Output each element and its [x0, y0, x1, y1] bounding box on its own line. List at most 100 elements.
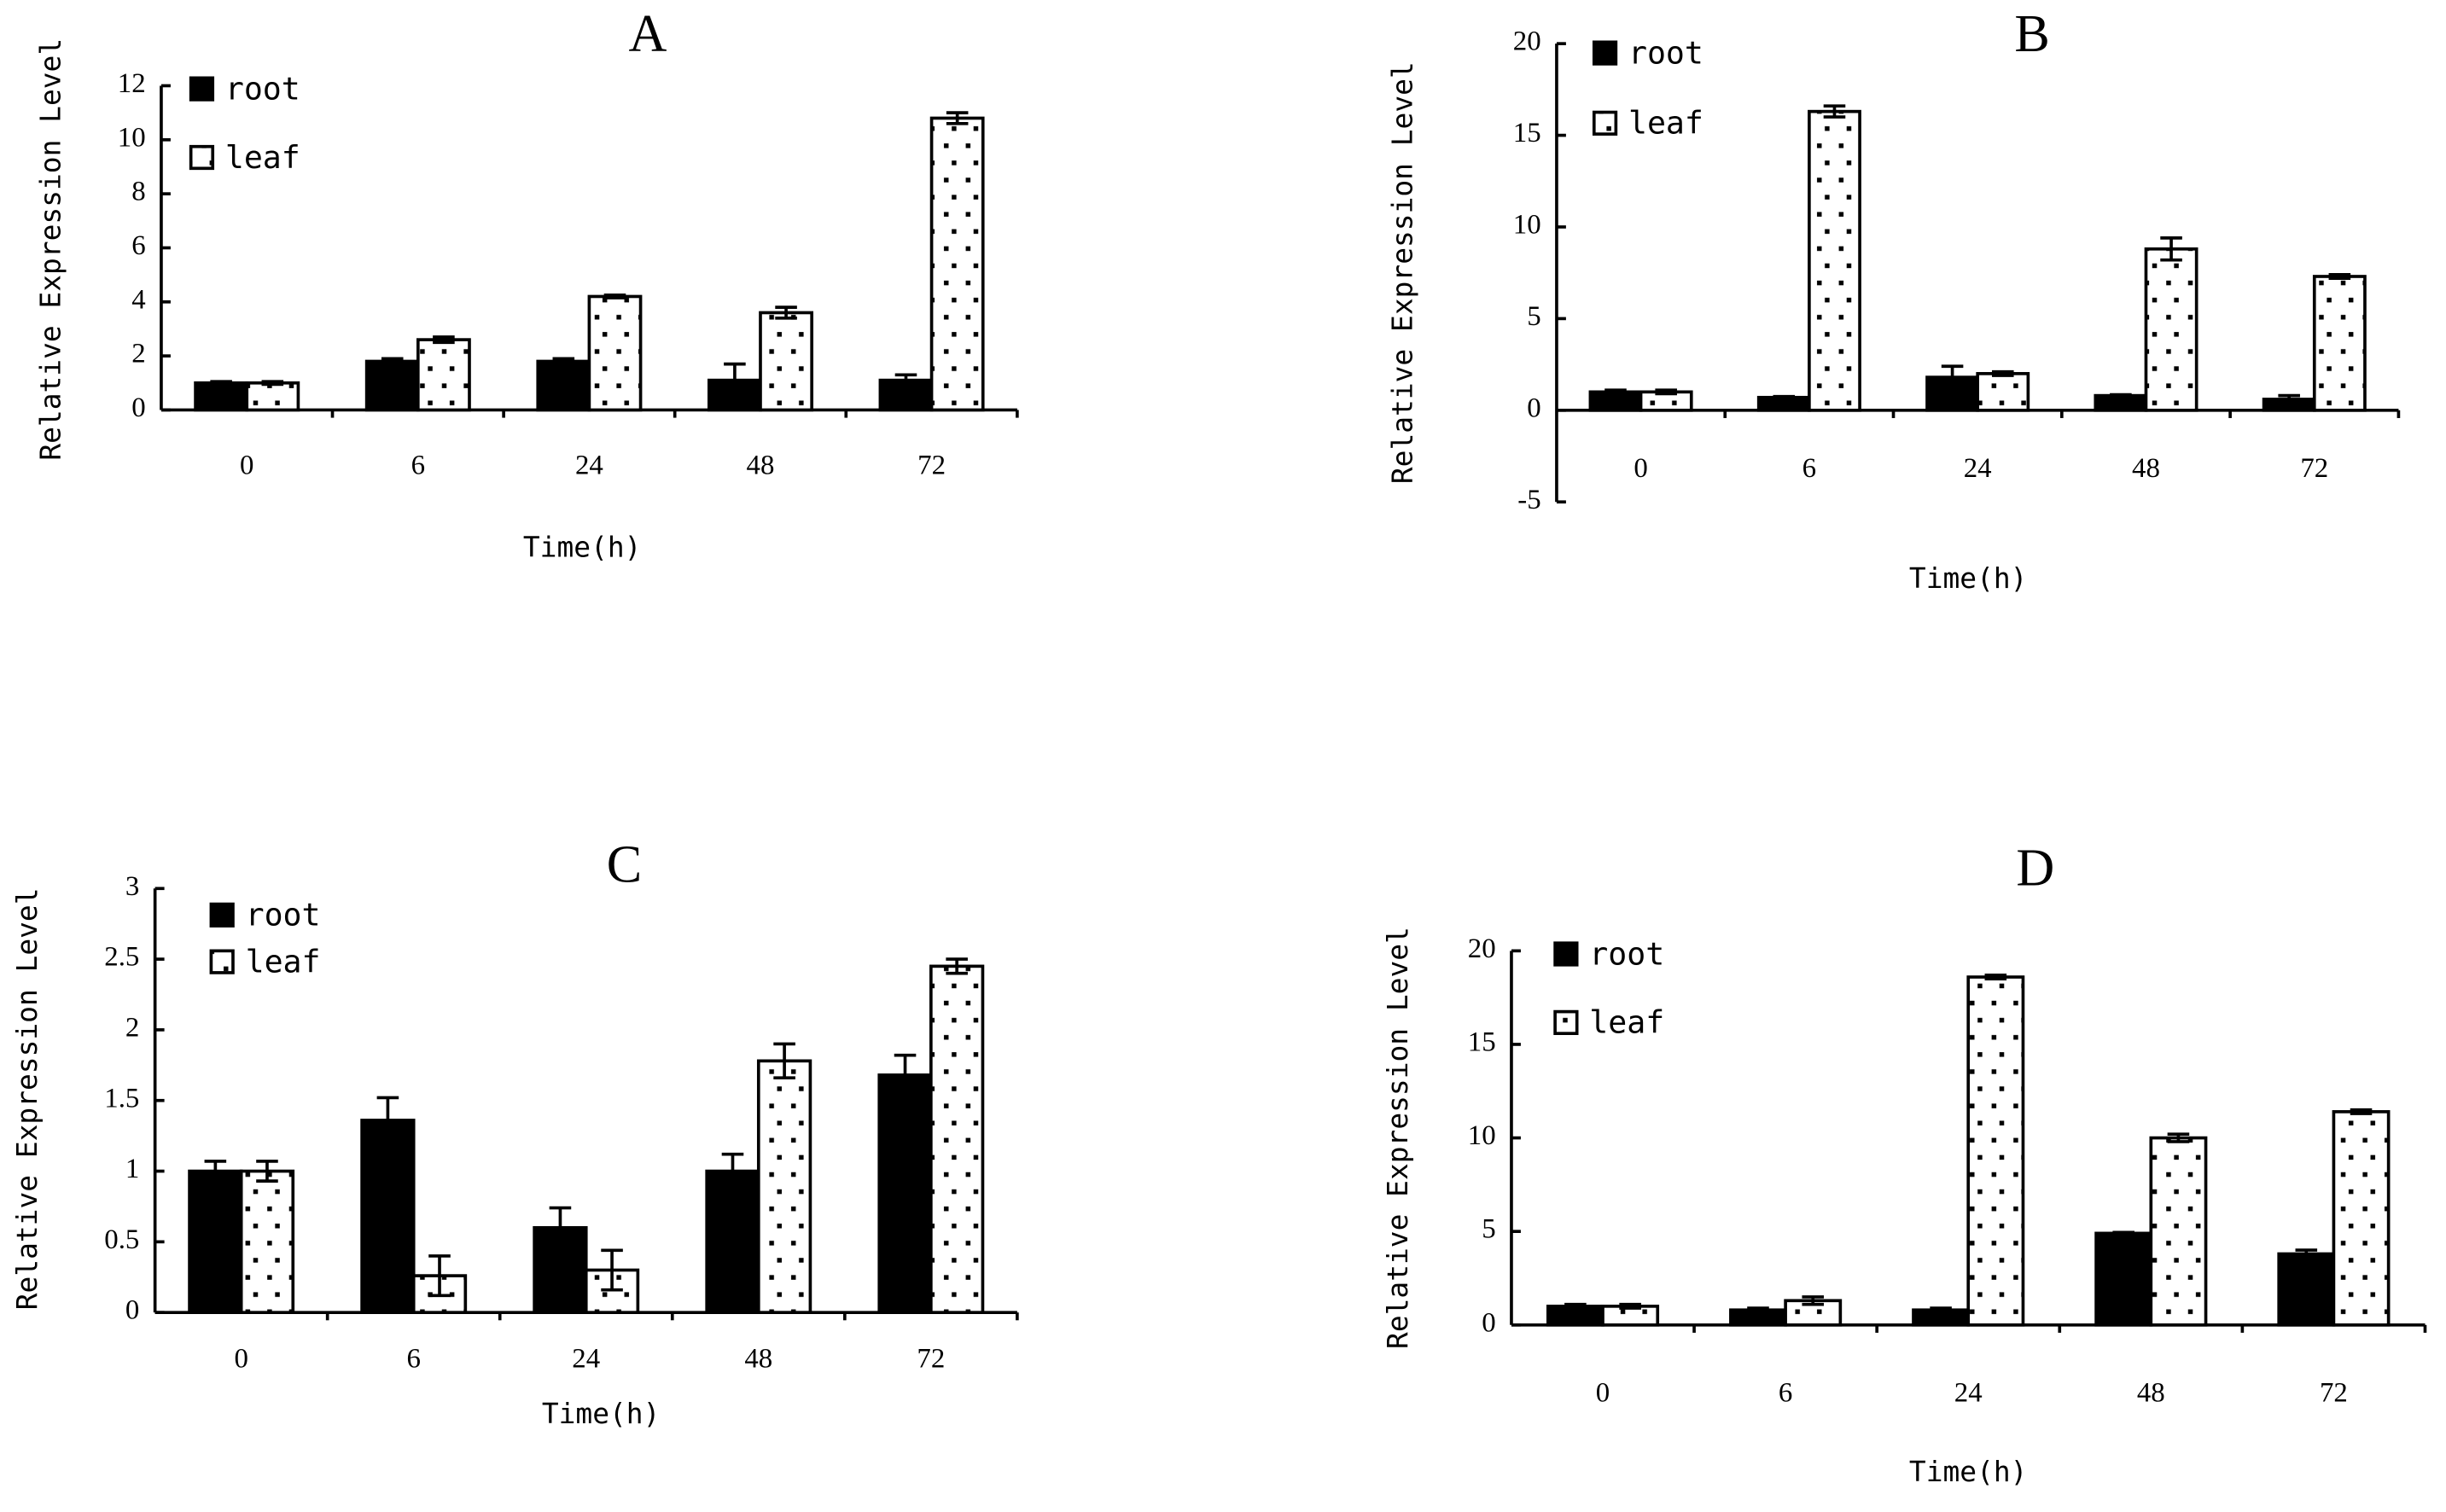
- y-tick-label: 15: [1468, 1027, 1496, 1058]
- bar: [416, 338, 471, 412]
- y-tick-label: 2.5: [104, 942, 139, 973]
- chart-title: A: [628, 5, 667, 63]
- error-bar: [261, 380, 284, 387]
- legend-marker: [1553, 941, 1579, 967]
- x-axis-label: Time(h): [523, 531, 642, 564]
- y-tick-label: 1: [125, 1154, 139, 1184]
- error-bar: [894, 373, 917, 387]
- bar: [929, 116, 985, 412]
- bar: [2277, 1252, 2336, 1327]
- error-bar: [603, 294, 626, 299]
- legend-marker: [1592, 40, 1618, 66]
- y-tick-label: 15: [1513, 118, 1541, 148]
- error-bar: [601, 1248, 623, 1292]
- y-tick-label: 6: [131, 230, 145, 261]
- bar: [1976, 372, 2030, 412]
- x-tick-label: 0: [240, 451, 253, 481]
- x-tick-label: 24: [572, 1343, 600, 1374]
- bar: [239, 1169, 295, 1314]
- x-axis-label: Time(h): [1909, 561, 2028, 595]
- bar: [2149, 1136, 2208, 1327]
- legend-marker: [189, 144, 215, 171]
- error-bar: [376, 1096, 399, 1145]
- x-tick-label: 6: [1779, 1378, 1792, 1409]
- y-tick-label: 0.5: [104, 1224, 139, 1255]
- error-bar: [775, 305, 797, 320]
- bar: [587, 294, 643, 412]
- error-bar: [549, 1206, 572, 1249]
- error-bar: [1930, 1306, 1952, 1314]
- bar: [1808, 109, 1861, 412]
- bar: [194, 381, 249, 412]
- bar: [929, 964, 985, 1314]
- error-bar: [381, 357, 404, 366]
- error-bar: [428, 1254, 451, 1298]
- y-tick-label: 0: [1482, 1307, 1495, 1338]
- error-bar: [1619, 1302, 1641, 1310]
- bar: [360, 1119, 416, 1314]
- y-tick-label: 3: [125, 871, 139, 902]
- x-tick-label: 6: [1802, 453, 1816, 484]
- error-bar: [2278, 393, 2300, 405]
- bar: [1966, 975, 2025, 1327]
- error-bar: [2110, 393, 2132, 398]
- x-tick-label: 48: [744, 1343, 772, 1374]
- error-bar: [1802, 1295, 1825, 1306]
- error-bar: [1941, 364, 1964, 390]
- legend-label: leaf: [1628, 105, 1703, 142]
- y-tick-label: 10: [1468, 1120, 1496, 1151]
- error-bar: [1655, 388, 1677, 396]
- x-axis-label: Time(h): [1909, 1455, 2028, 1488]
- x-tick-label: 24: [575, 451, 603, 481]
- y-tick-label: 5: [1527, 301, 1540, 332]
- chart-title: C: [607, 836, 642, 894]
- y-tick-label: 10: [118, 122, 146, 153]
- y-tick-label: 20: [1513, 26, 1541, 57]
- legend-label: root: [225, 70, 300, 107]
- error-bar: [1747, 1306, 1769, 1314]
- y-tick-label: 4: [131, 284, 145, 315]
- bar: [705, 1169, 760, 1314]
- y-axis-label: Relative Expression Level: [1381, 927, 1414, 1349]
- error-bar: [894, 1053, 917, 1096]
- y-tick-label: 2: [131, 339, 145, 369]
- legend-marker: [1553, 1009, 1579, 1035]
- legend-label: root: [246, 897, 321, 933]
- y-tick-label: 1.5: [104, 1083, 139, 1114]
- bar: [2312, 275, 2367, 412]
- error-bar: [2112, 1230, 2134, 1236]
- y-tick-label: 12: [118, 68, 146, 99]
- error-bar: [946, 111, 969, 125]
- error-bar: [2328, 273, 2351, 280]
- x-tick-label: 48: [2137, 1378, 2165, 1409]
- error-bar: [552, 357, 575, 366]
- y-axis-label: Relative Expression Level: [1385, 61, 1418, 484]
- y-tick-label: 10: [1513, 210, 1541, 241]
- error-bar: [2160, 236, 2182, 262]
- error-bar: [433, 335, 455, 345]
- error-bar: [204, 1160, 227, 1183]
- y-tick-label: 5: [1482, 1214, 1495, 1245]
- error-bar: [210, 380, 232, 387]
- bar: [877, 1073, 933, 1314]
- error-bar: [1564, 1302, 1587, 1310]
- legend-label: root: [1589, 935, 1664, 972]
- y-tick-label: 8: [131, 177, 145, 207]
- bar: [756, 1059, 812, 1314]
- bar: [536, 359, 591, 412]
- x-tick-label: 0: [234, 1343, 248, 1374]
- bar: [759, 311, 813, 412]
- legend-label: root: [1628, 34, 1703, 71]
- legend-marker: [189, 76, 215, 102]
- x-axis-label: Time(h): [542, 1397, 661, 1430]
- y-tick-label: -5: [1517, 485, 1540, 515]
- chart-title: D: [2016, 839, 2054, 897]
- bar: [2144, 247, 2198, 412]
- error-bar: [256, 1160, 278, 1183]
- legend-label: leaf: [1589, 1004, 1664, 1041]
- bar: [2332, 1110, 2391, 1327]
- legend-label: leaf: [225, 139, 300, 176]
- x-tick-label: 6: [406, 1343, 420, 1374]
- error-bar: [724, 362, 746, 398]
